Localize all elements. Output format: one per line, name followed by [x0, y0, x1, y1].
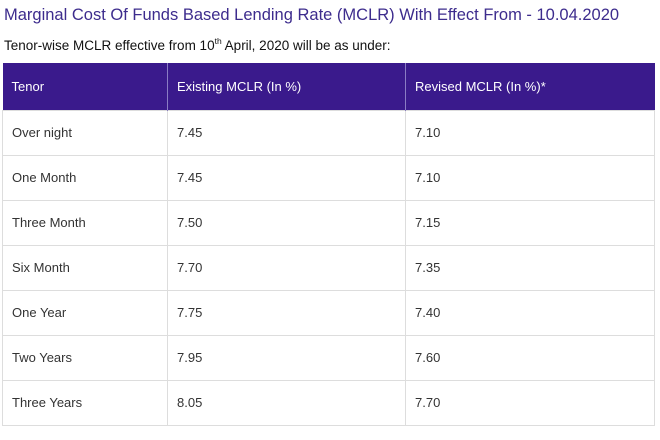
- cell-existing-mclr: 7.45: [167, 109, 406, 156]
- cell-tenor: Two Years: [2, 334, 168, 381]
- table-row: Six Month 7.70 7.35: [2, 244, 655, 291]
- table-row: Three Years 8.05 7.70: [2, 379, 655, 426]
- cell-revised-mclr: 7.35: [405, 244, 655, 291]
- table-header-row: Tenor Existing MCLR (In %) Revised MCLR …: [2, 63, 655, 110]
- table-row: Three Month 7.50 7.15: [2, 199, 655, 246]
- cell-revised-mclr: 7.70: [405, 379, 655, 426]
- cell-existing-mclr: 7.95: [167, 334, 406, 381]
- cell-existing-mclr: 7.70: [167, 244, 406, 291]
- cell-existing-mclr: 8.05: [167, 379, 406, 426]
- caption-prefix: Tenor-wise MCLR effective from 10: [4, 38, 215, 53]
- header-tenor: Tenor: [2, 63, 168, 110]
- cell-tenor: Over night: [2, 109, 168, 156]
- cell-existing-mclr: 7.45: [167, 154, 406, 201]
- cell-tenor: Three Month: [2, 199, 168, 246]
- cell-revised-mclr: 7.15: [405, 199, 655, 246]
- table-caption: Tenor-wise MCLR effective from 10th Apri…: [4, 35, 391, 53]
- cell-tenor: One Month: [2, 154, 168, 201]
- mclr-table: Tenor Existing MCLR (In %) Revised MCLR …: [2, 63, 655, 426]
- cell-tenor: Six Month: [2, 244, 168, 291]
- caption-suffix: April, 2020 will be as under:: [221, 38, 391, 53]
- page-title: Marginal Cost Of Funds Based Lending Rat…: [4, 6, 620, 24]
- table-row: One Year 7.75 7.40: [2, 289, 655, 336]
- cell-revised-mclr: 7.10: [405, 109, 655, 156]
- table-row: Over night 7.45 7.10: [2, 109, 655, 156]
- table-row: One Month 7.45 7.10: [2, 154, 655, 201]
- caption-superscript: th: [214, 35, 222, 46]
- cell-revised-mclr: 7.60: [405, 334, 655, 381]
- cell-existing-mclr: 7.50: [167, 199, 406, 246]
- header-revised-mclr: Revised MCLR (In %)*: [405, 63, 655, 110]
- cell-existing-mclr: 7.75: [167, 289, 406, 336]
- table-row: Two Years 7.95 7.60: [2, 334, 655, 381]
- header-existing-mclr: Existing MCLR (In %): [167, 63, 406, 110]
- cell-revised-mclr: 7.40: [405, 289, 655, 336]
- cell-revised-mclr: 7.10: [405, 154, 655, 201]
- cell-tenor: Three Years: [2, 379, 168, 426]
- cell-tenor: One Year: [2, 289, 168, 336]
